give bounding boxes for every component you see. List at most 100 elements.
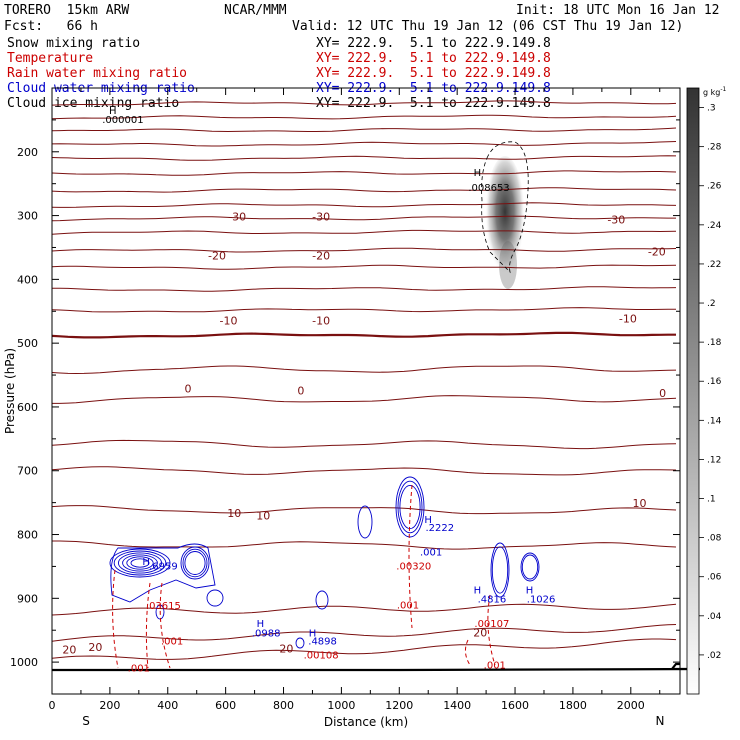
- field-label: .2222: [425, 523, 454, 534]
- isotherm: [52, 264, 677, 270]
- cloud-contour: [113, 550, 167, 576]
- x-tick-label: 600: [215, 699, 236, 712]
- field-label: H: [142, 557, 150, 568]
- y-axis-label: Pressure (hPa): [3, 348, 17, 434]
- cloud-contour: [109, 548, 171, 578]
- isotherm: [52, 505, 677, 515]
- isotherm: [52, 365, 677, 375]
- cloud-contour: [399, 484, 421, 530]
- colorbar: g kg-1 .3 .28 .26 .24 .22 .2 .18 .16 .14 .12 .1 .08…: [686, 86, 727, 695]
- field-xy-2: XY= 222.9. 5.1 to 222.9.149.8: [316, 66, 551, 81]
- x-tick-label: 800: [273, 699, 294, 712]
- isotherm-label: -30: [228, 211, 246, 224]
- isotherm: [52, 170, 677, 176]
- field-label: H: [474, 586, 482, 597]
- field-label: H: [526, 586, 534, 597]
- cloud-contour: [490, 542, 510, 598]
- rain-contour: [408, 484, 413, 629]
- y-tick-label: 600: [17, 401, 38, 414]
- x-tick-label: 400: [157, 699, 178, 712]
- field-xy-1: XY= 222.9. 5.1 to 222.9.149.8: [316, 51, 551, 66]
- isotherm: [52, 638, 677, 660]
- x-tick-label: 1600: [501, 699, 529, 712]
- isotherm: [52, 202, 677, 208]
- cloud-contour: [110, 543, 216, 603]
- x-tick-label: 1000: [327, 699, 355, 712]
- init-time: Init: 18 UTC Mon 16 Jan 12: [516, 3, 720, 18]
- field-label: H: [109, 106, 117, 117]
- x-tick-label: 0: [49, 699, 56, 712]
- isotherm: [52, 247, 677, 253]
- cloud-contour: [117, 552, 163, 574]
- y-tick-label: 400: [17, 273, 38, 286]
- isotherm-label: 10: [633, 497, 647, 510]
- cloud-contour: [122, 554, 158, 572]
- rain-contour: [112, 569, 119, 669]
- isotherm: [52, 187, 677, 193]
- isotherm-label: -10: [619, 313, 637, 326]
- y-tick-label: 900: [17, 592, 38, 605]
- isotherm-label: 20: [473, 626, 487, 639]
- isotherm-label: -20: [648, 246, 666, 259]
- cloud-water-contours: [109, 476, 540, 649]
- y-tick-label: 500: [17, 337, 38, 350]
- field-label: H: [257, 619, 265, 630]
- field-label: .1026: [527, 595, 556, 606]
- field-label: H: [474, 168, 482, 179]
- cloud-contour: [206, 589, 224, 607]
- isotherm-label: -30: [607, 214, 625, 227]
- isotherm-label: 20: [279, 642, 293, 655]
- north-label: N: [656, 714, 665, 728]
- colorbar-unit: g kg-1: [703, 86, 727, 97]
- x-axis: 0 200 400 600 800 1000 1200 1400 1600 1800 2000: [49, 88, 661, 712]
- colorbar-tick-label: .14: [707, 416, 722, 426]
- field-name-2: Rain water mixing ratio: [7, 66, 188, 81]
- isotherm: [52, 395, 677, 404]
- isotherm-label: 10: [227, 507, 241, 520]
- cloud-contour: [295, 637, 305, 649]
- south-label: S: [82, 714, 90, 728]
- isotherm-label: 20: [88, 641, 102, 654]
- cloud-contour: [130, 558, 150, 568]
- cloud-contour: [126, 556, 154, 570]
- field-label: .001: [420, 547, 442, 558]
- cloud-contour: [182, 548, 208, 578]
- x-tick-label: 1200: [385, 699, 413, 712]
- cloud-contour: [395, 476, 425, 538]
- cloud-contour: [397, 480, 423, 534]
- isotherm: [52, 215, 676, 222]
- field-name-0: Snow mixing ratio: [7, 36, 141, 51]
- isotherm-label: 0: [185, 383, 192, 396]
- center-label: NCAR/MMM: [224, 3, 287, 18]
- plot-frame: [51, 87, 681, 695]
- field-label: .001: [161, 637, 183, 648]
- field-label: .6959: [149, 561, 178, 572]
- x-tick-label: 2000: [617, 699, 645, 712]
- y-tick-label: 300: [17, 210, 38, 223]
- valid-time: Valid: 12 UTC Thu 19 Jan 12 (06 CST Thu …: [292, 19, 684, 34]
- colorbar-tick-label: .22: [707, 260, 721, 270]
- model-title: TORERO 15km ARW: [4, 3, 130, 18]
- y-tick-label: 200: [17, 146, 38, 159]
- y-tick-label: 700: [17, 465, 38, 478]
- isotherm: [52, 439, 677, 450]
- field-label: .008653: [468, 183, 509, 194]
- isotherm: [52, 114, 677, 120]
- isotherm-label: -20: [312, 249, 330, 262]
- isotherm: [52, 286, 677, 292]
- rain-contour: [159, 582, 171, 669]
- field-label: .001: [128, 664, 150, 675]
- isotherm: [52, 155, 677, 161]
- contour-labels: -30 -30 -30 -20 -20 -20 -10 -10 -10 0 0 0 10 10 10 20 20…: [62, 211, 666, 657]
- isotherm: [52, 141, 677, 147]
- colorbar-tick-label: .26: [707, 182, 722, 192]
- isotherm: [52, 229, 677, 235]
- isotherm: [52, 331, 676, 339]
- field-xy-0: XY= 222.9. 5.1 to 222.9.149.8: [316, 36, 551, 51]
- isotherm: [52, 307, 676, 313]
- colorbar-tick-label: .3: [707, 104, 716, 114]
- isotherm: [52, 624, 677, 642]
- rain-contour: [487, 594, 496, 666]
- field-name-1: Temperature: [7, 51, 94, 66]
